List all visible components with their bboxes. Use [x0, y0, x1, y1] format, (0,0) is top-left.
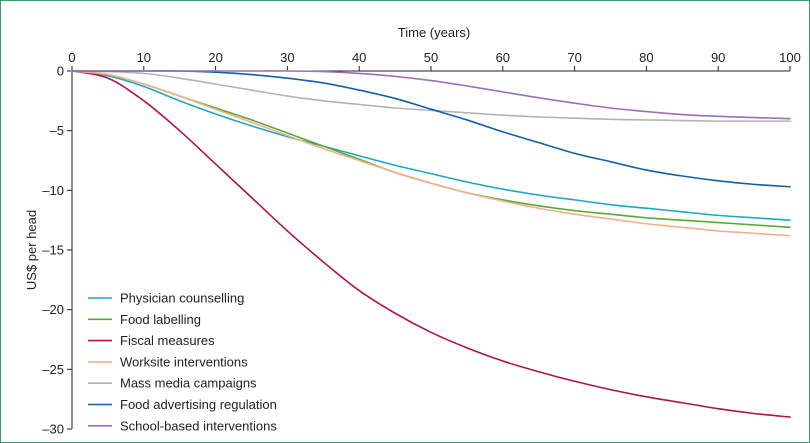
legend-label: Food labelling — [120, 312, 201, 327]
x-tick-label: 30 — [280, 50, 294, 65]
x-tick-label: 40 — [352, 50, 366, 65]
x-tick-label: 10 — [137, 50, 151, 65]
x-tick-label: 90 — [711, 50, 725, 65]
series-line-6 — [71, 70, 791, 120]
legend-item: Food advertising regulation — [88, 397, 277, 412]
x-tick-label: 20 — [208, 50, 222, 65]
y-tick-label: –15 — [42, 243, 64, 258]
series-line-2 — [71, 70, 791, 418]
x-tick-label: 60 — [496, 50, 510, 65]
legend-label: Food advertising regulation — [120, 397, 277, 412]
series-line-5 — [71, 70, 791, 188]
y-axis-title: US$ per head — [24, 210, 39, 290]
x-tick-label: 100 — [779, 50, 801, 65]
legend-label: Fiscal measures — [120, 333, 215, 348]
y-tick-label: –20 — [42, 302, 64, 317]
legend-label: Mass media campaigns — [120, 376, 257, 391]
legend-item: School-based interventions — [88, 418, 277, 433]
legend-item: Fiscal measures — [88, 333, 215, 348]
legend-label: School-based interventions — [120, 418, 277, 433]
x-tick-label: 80 — [639, 50, 653, 65]
legend-item: Physician counselling — [88, 291, 244, 306]
x-tick-label: 70 — [567, 50, 581, 65]
legend-item: Worksite interventions — [88, 354, 248, 369]
series-lines — [71, 70, 791, 418]
x-axis-title: Time (years) — [398, 25, 470, 40]
series-line-1 — [71, 70, 791, 229]
legend-label: Worksite interventions — [120, 354, 248, 369]
y-tick-label: –5 — [50, 123, 64, 138]
y-tick-label: 0 — [57, 64, 64, 79]
x-tick-label: 0 — [68, 50, 75, 65]
legend-item: Food labelling — [88, 312, 201, 327]
series-line-3 — [71, 70, 791, 237]
x-tick-label: 50 — [424, 50, 438, 65]
series-line-0 — [71, 70, 791, 221]
y-tick-label: –25 — [42, 362, 64, 377]
y-tick-label: –30 — [42, 422, 64, 437]
y-tick-label: –10 — [42, 183, 64, 198]
series-line-4 — [71, 70, 791, 122]
legend-label: Physician counselling — [120, 291, 244, 306]
legend: Physician counselling Food labelling Fisca… — [88, 291, 277, 433]
legend-item: Mass media campaigns — [88, 376, 257, 391]
